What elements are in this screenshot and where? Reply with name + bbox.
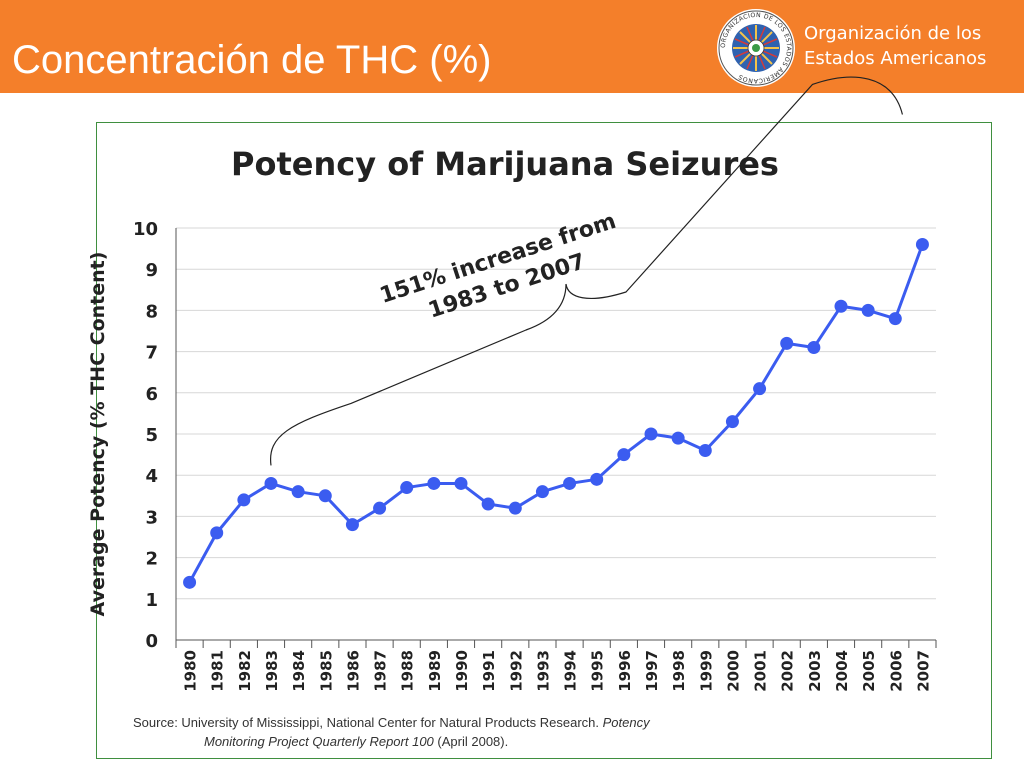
series-line xyxy=(188,243,924,584)
x-tick-label: 1985 xyxy=(317,650,335,692)
x-tick-label: 1982 xyxy=(236,650,254,692)
x-tick-label: 1993 xyxy=(534,650,552,692)
data-point xyxy=(671,431,685,445)
annotation-brace xyxy=(270,76,904,466)
y-tick-label: 5 xyxy=(145,425,158,446)
x-tick-label: 1997 xyxy=(643,650,661,692)
x-tick-label: 2005 xyxy=(860,650,878,692)
data-points xyxy=(183,237,929,589)
x-tick-label: 1983 xyxy=(263,650,281,692)
x-tick-label: 2006 xyxy=(887,650,905,692)
x-tick-label: 1989 xyxy=(426,650,444,692)
x-tick-label: 1988 xyxy=(399,650,417,692)
x-tick-label: 1987 xyxy=(372,650,390,692)
x-tick-label: 1990 xyxy=(453,650,471,692)
x-tick-label: 2004 xyxy=(833,650,851,692)
data-point xyxy=(698,443,712,457)
x-tick-label: 1980 xyxy=(182,650,200,692)
y-tick-label: 4 xyxy=(145,466,158,487)
y-tick-labels: 0 1 2 3 4 5 6 7 8 9 10 xyxy=(133,219,158,652)
data-point xyxy=(427,476,441,490)
slide-header: Concentración de THC (%) ORGANIZACION DE… xyxy=(0,0,1024,93)
data-point xyxy=(210,526,224,540)
slide-title: Concentración de THC (%) xyxy=(12,38,492,82)
data-point xyxy=(454,476,468,490)
x-tick-label: 1986 xyxy=(344,650,362,692)
x-tick-label: 1981 xyxy=(209,650,227,692)
data-point xyxy=(834,299,848,313)
data-point xyxy=(291,485,305,499)
data-point xyxy=(345,518,359,532)
y-tick-label: 10 xyxy=(133,219,158,240)
y-tick-label: 1 xyxy=(145,590,158,611)
x-tick-label: 2002 xyxy=(779,650,797,692)
data-point xyxy=(508,501,522,515)
grid-lines xyxy=(175,227,937,648)
x-tick-label: 1996 xyxy=(616,650,634,692)
y-tick-label: 3 xyxy=(145,507,158,528)
data-point xyxy=(753,382,767,396)
data-point xyxy=(237,493,251,507)
data-point xyxy=(535,485,549,499)
x-tick-label: 1998 xyxy=(670,650,688,692)
x-tick-label: 2003 xyxy=(806,650,824,692)
source-suffix: (April 2008). xyxy=(437,734,509,749)
y-tick-label: 7 xyxy=(145,343,158,364)
chart-frame xyxy=(96,122,992,759)
x-tick-label: 1992 xyxy=(507,650,525,692)
y-tick-label: 8 xyxy=(145,301,158,322)
data-point xyxy=(373,501,387,515)
data-point xyxy=(617,448,631,462)
data-point xyxy=(888,312,902,326)
x-tick-label: 2000 xyxy=(724,650,742,692)
x-tick-label: 1995 xyxy=(589,650,607,692)
data-point xyxy=(915,237,929,251)
organization-name: Organización de los Estados Americanos xyxy=(804,21,986,71)
data-point xyxy=(590,472,604,486)
org-line-1: Organización de los xyxy=(804,23,982,44)
x-tick-label: 1999 xyxy=(697,650,715,692)
x-tick-label: 1984 xyxy=(290,650,308,692)
data-point xyxy=(183,575,197,589)
data-point xyxy=(780,336,794,350)
data-point xyxy=(318,489,332,503)
y-tick-label: 0 xyxy=(145,631,158,652)
data-point xyxy=(400,481,414,495)
x-tick-label: 1994 xyxy=(562,650,580,692)
data-point xyxy=(264,476,278,490)
source-prefix: Source: University of Mississippi, Natio… xyxy=(133,715,600,730)
data-point xyxy=(481,497,495,511)
data-point xyxy=(563,476,577,490)
source-italic-1: Potency xyxy=(602,715,650,730)
source-note: Source: University of Mississippi, Natio… xyxy=(133,713,953,751)
data-point xyxy=(807,340,821,354)
x-tick-label: 2001 xyxy=(752,650,770,692)
y-tick-label: 9 xyxy=(145,260,158,281)
y-tick-label: 2 xyxy=(145,549,158,570)
source-italic-2: Monitoring Project Quarterly Report 100 xyxy=(204,734,434,749)
x-tick-label: 1991 xyxy=(480,650,498,692)
data-point xyxy=(644,427,658,441)
x-tick-labels: 1980 1981 1982 1983 1984 1985 1986 1987 1988 1989… xyxy=(182,650,933,692)
oas-seal-icon: ORGANIZACION DE LOS ESTADOS AMERICANOS xyxy=(717,9,795,87)
y-axis-label: Average Potency (% THC Content) xyxy=(87,252,109,617)
y-tick-label: 6 xyxy=(145,384,158,405)
chart-title: Potency of Marijuana Seizures xyxy=(231,145,779,183)
org-line-2: Estados Americanos xyxy=(804,48,987,69)
data-point xyxy=(861,303,875,317)
data-point xyxy=(725,415,739,429)
x-tick-label: 2007 xyxy=(914,650,932,692)
